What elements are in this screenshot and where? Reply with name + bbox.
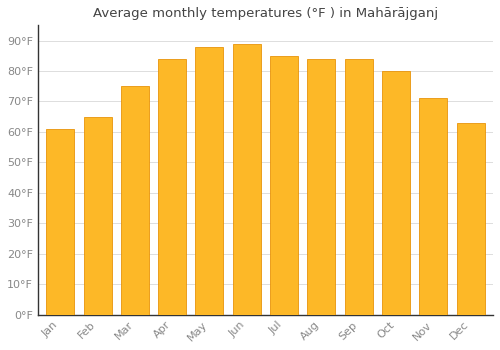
Bar	[233, 43, 261, 315]
Bar	[270, 56, 298, 315]
Bar	[121, 86, 149, 315]
Bar	[84, 117, 112, 315]
Bar	[420, 98, 448, 315]
Bar	[46, 129, 74, 315]
Bar	[158, 59, 186, 315]
Title: Average monthly temperatures (°F ) in Mahārājganj: Average monthly temperatures (°F ) in Ma…	[93, 7, 438, 20]
Bar	[456, 123, 484, 315]
Bar	[308, 59, 336, 315]
Bar	[344, 59, 372, 315]
Bar	[382, 71, 410, 315]
Bar	[196, 47, 224, 315]
